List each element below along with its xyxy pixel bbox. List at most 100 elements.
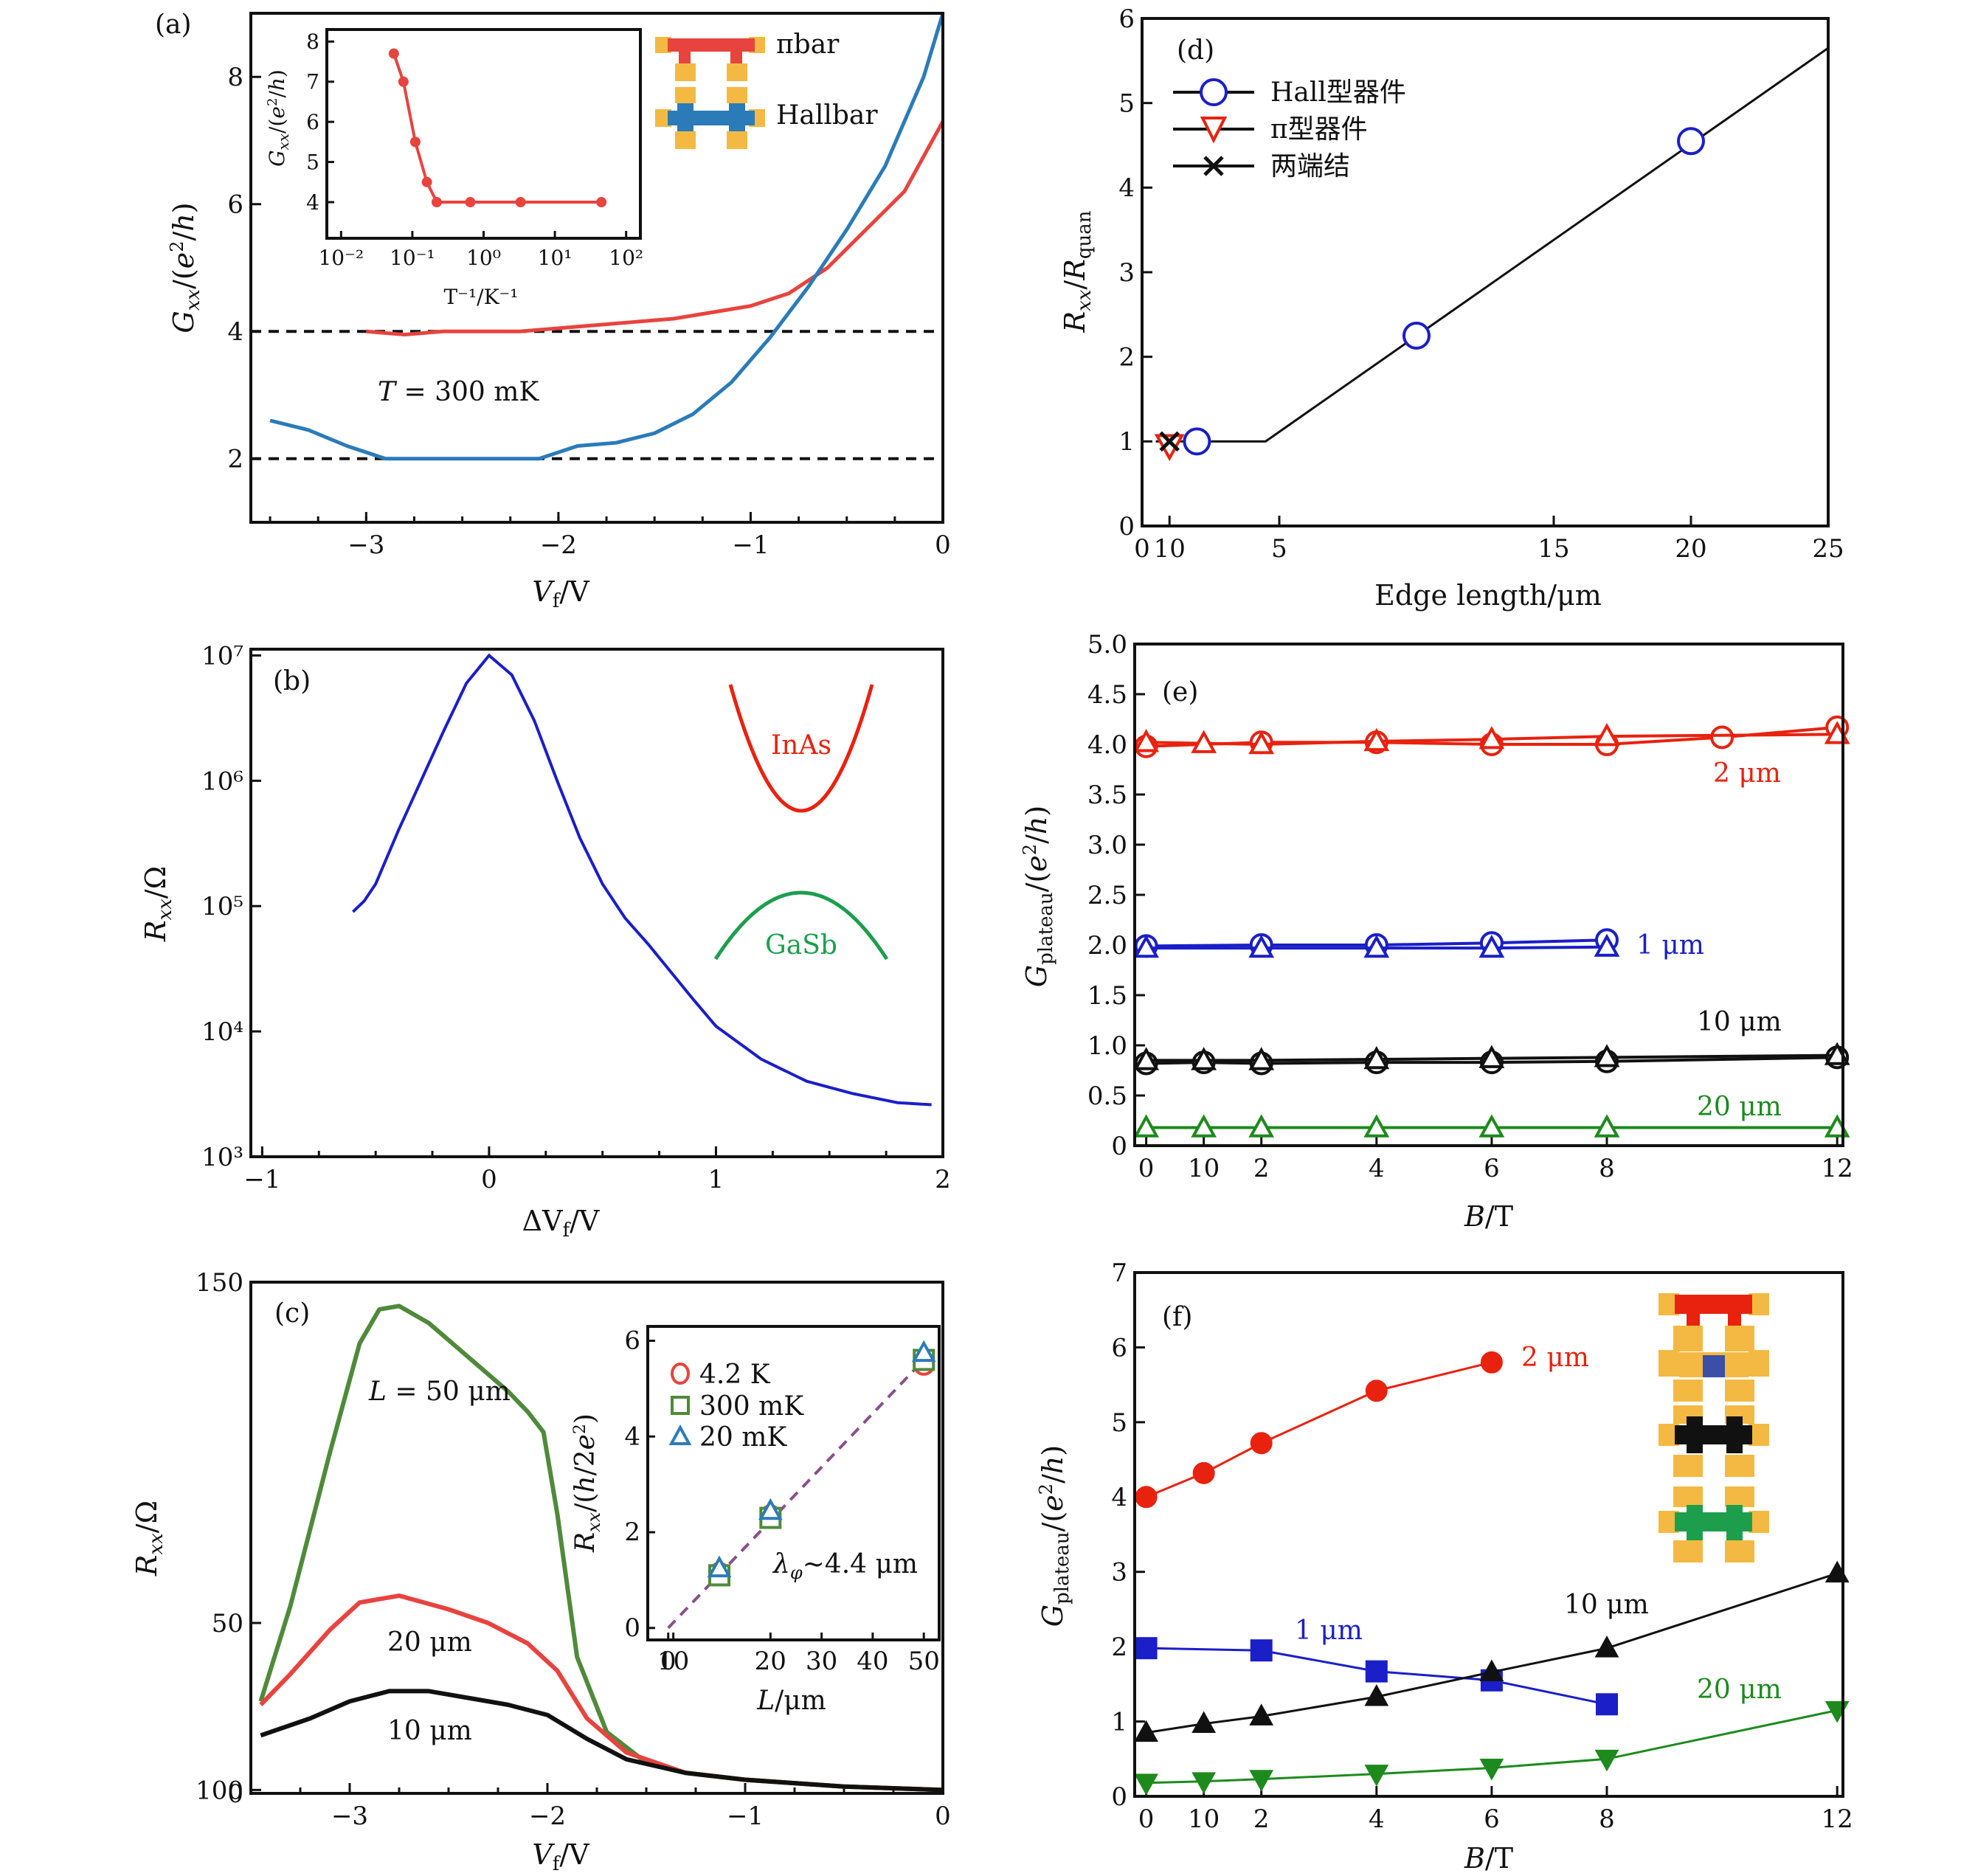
panel-c-frame <box>249 1281 944 1795</box>
point <box>1479 1759 1504 1781</box>
point <box>1248 1114 1275 1138</box>
panel-e: 0 2 4 6 8 10 12 0 0.5 1.0 1.5 2.0 2.5 3.0 3.5 4.0 4.5 5.0… <box>1020 630 1853 1233</box>
inset-a-point <box>596 197 607 208</box>
legend-marker-20mK <box>668 1424 692 1445</box>
y-tick-label: 3.5 <box>1087 780 1127 810</box>
x-tick-label: 6 <box>1484 1154 1500 1183</box>
panel-a: −3 −2 −1 0 2 4 6 8 (a) Vf/V Gxx/(e2/h) T = 300 … <box>155 10 951 612</box>
y-tick-label: 4 <box>306 190 319 215</box>
series-πbar-line <box>366 120 945 337</box>
point <box>1363 934 1390 958</box>
y-tick-label: 1 <box>1111 1707 1127 1737</box>
hallbar-label: Hallbar <box>776 100 878 131</box>
y-tick-label: 6 <box>624 1326 640 1356</box>
series-hallbar-line <box>269 13 945 461</box>
panel-e-xlabel: B/T <box>1464 1200 1513 1233</box>
panel-c-label: (c) <box>274 1298 310 1329</box>
x-tick-label: 0 <box>1138 1804 1155 1834</box>
y-tick-label: 4.5 <box>1087 680 1127 710</box>
legend-hall-device: Hall型器件 <box>1270 77 1406 108</box>
panel-e-label: (e) <box>1162 677 1198 707</box>
panel-d-legend: Hall型器件 π型器件 两端结 <box>1173 77 1406 181</box>
point <box>1249 1770 1274 1792</box>
point <box>1248 934 1275 958</box>
point <box>1191 730 1217 753</box>
point <box>1248 730 1275 755</box>
L50-label: L = 50 μm <box>368 1377 511 1407</box>
point-circle <box>1402 322 1431 350</box>
point-x <box>1159 431 1180 452</box>
x-tick-label: −3 <box>347 530 384 560</box>
point <box>1594 1044 1620 1067</box>
point <box>1250 1639 1273 1662</box>
y-tick-label: 100 <box>196 1776 243 1805</box>
x-tick-label: 6 <box>1484 1804 1500 1834</box>
legend-marker-hall <box>1200 78 1228 106</box>
legend-marker-pi <box>1200 117 1228 144</box>
inset-a-point <box>465 197 476 208</box>
point <box>1133 1114 1160 1138</box>
y-tick-label: 10³ <box>201 1143 243 1172</box>
coherence-length-annotation: λφ~4.4 μm <box>772 1549 918 1583</box>
x-tick-label: 2 <box>935 1165 951 1194</box>
panel-d-frame <box>1141 17 1830 527</box>
y-tick-label: 2.5 <box>1087 881 1127 910</box>
inset-c-ylabel: Rxx/(h/2e2) <box>570 1413 604 1553</box>
y-tick-label: 10⁴ <box>201 1017 243 1047</box>
x-tick-label: −2 <box>540 530 577 560</box>
inset-c-xlabel: L/μm <box>756 1686 826 1716</box>
inset-c-point <box>758 1498 783 1520</box>
x-tick-label: 0 <box>935 530 951 560</box>
point <box>1191 1114 1217 1138</box>
point-circle <box>1183 427 1211 456</box>
y-tick-label: 50 <box>212 1609 243 1638</box>
y-tick-label: 5.0 <box>1087 630 1127 660</box>
x-tick-label: 12 <box>1822 1804 1853 1834</box>
x-tick-label: 12 <box>1822 1154 1853 1183</box>
inas-label: InAs <box>771 730 831 761</box>
e-10um-label: 10 μm <box>1697 1007 1782 1037</box>
point <box>1133 1047 1160 1070</box>
y-tick-label: 3 <box>1111 1558 1127 1588</box>
temperature-annotation: T = 300 mK <box>378 377 539 407</box>
x-tick-label: 10 <box>1188 1154 1220 1183</box>
point <box>1480 1351 1503 1374</box>
legend-two-terminal: 两端结 <box>1270 151 1350 181</box>
point <box>1134 1720 1159 1742</box>
point <box>1191 1772 1217 1794</box>
panel-f-label: (f) <box>1162 1302 1192 1332</box>
x-tick-label: 10 <box>1188 1804 1220 1834</box>
y-tick-label: 0 <box>1111 1132 1127 1161</box>
x-tick-label: 2 <box>1253 1804 1270 1834</box>
series-line-2 <box>260 1689 944 1793</box>
legend-marker-300mK <box>671 1396 690 1415</box>
point <box>1478 1045 1505 1068</box>
e-20um-label: 20 μm <box>1697 1092 1782 1122</box>
point <box>1594 933 1620 957</box>
y-tick-label: 5 <box>1111 1408 1127 1438</box>
point <box>1135 1637 1158 1660</box>
point <box>1133 934 1160 958</box>
y-tick-label: 6 <box>1111 1333 1127 1363</box>
x-tick-label: 4 <box>1369 1804 1385 1834</box>
point <box>1133 729 1160 752</box>
y-tick-label: 10⁶ <box>201 766 243 796</box>
x-tick-label: 15 <box>1538 534 1569 564</box>
panel-a-inset: 10⁻² 10⁻¹ 10⁰ 10¹ 10² 4 5 6 7 8 T⁻¹/K⁻¹ Gxx/(e2/h… <box>265 28 643 309</box>
legend-4.2K: 4.2 K <box>699 1360 771 1390</box>
y-tick-label: 2 <box>1111 1633 1127 1662</box>
x-tick-label: 4 <box>1369 1154 1385 1183</box>
inset-a-point <box>409 136 421 148</box>
x-tick-label: 40 <box>857 1647 888 1676</box>
inas-band-curve <box>728 684 874 813</box>
inset-a-point <box>515 197 526 208</box>
point <box>1192 1461 1215 1484</box>
x-tick-label: 0 <box>1134 534 1150 564</box>
point <box>1479 1659 1504 1682</box>
x-tick-label: 10⁰ <box>466 246 501 270</box>
panel-e-ylabel: Gplateau/(e2/h) <box>1020 806 1057 987</box>
inset-a-point <box>431 197 442 208</box>
inset-a-xlabel: T⁻¹/K⁻¹ <box>443 285 518 309</box>
legend-300mK: 300 mK <box>699 1391 804 1422</box>
